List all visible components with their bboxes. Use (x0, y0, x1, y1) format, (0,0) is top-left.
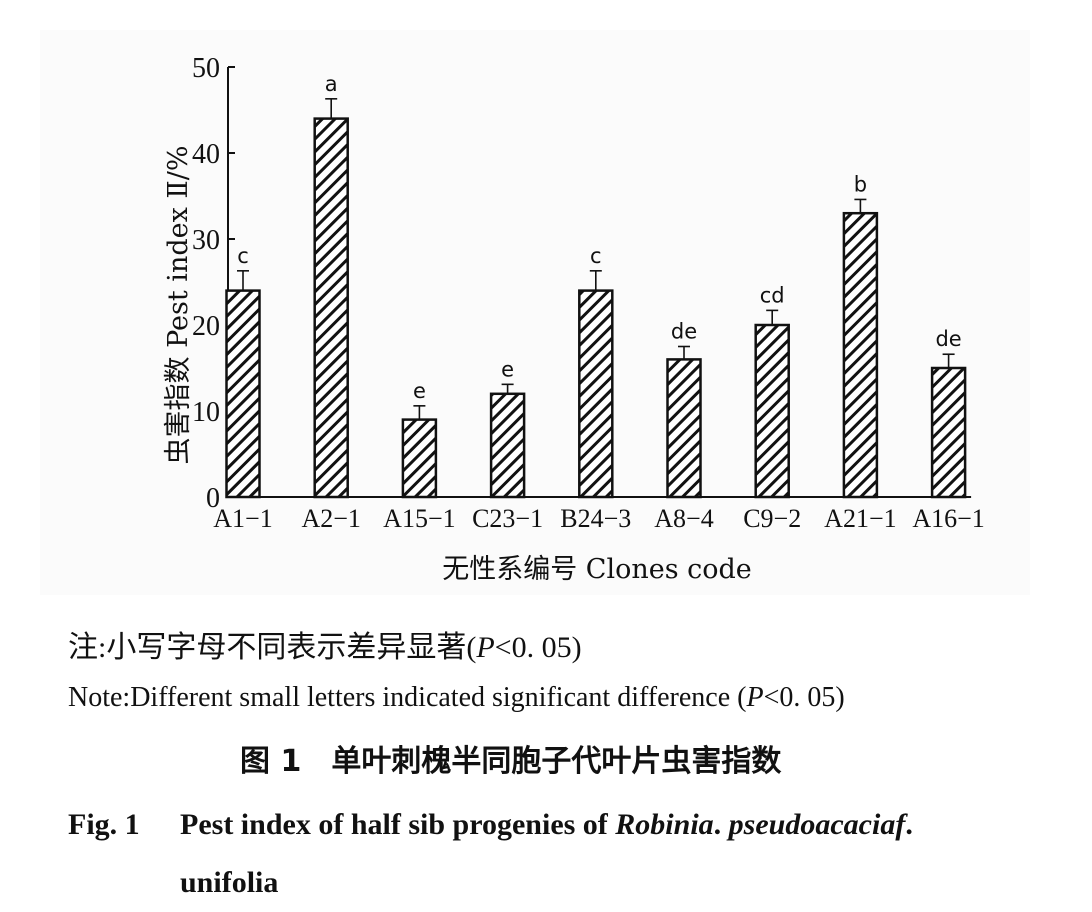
x-tick-label: A21−1 (824, 504, 896, 533)
x-tick-label: A16−1 (912, 504, 984, 533)
y-tick-label: 50 (192, 53, 220, 84)
x-tick-label: C9−2 (743, 504, 801, 533)
figure-text-en: Pest index of half sib progenies of Robi… (180, 808, 913, 899)
x-tick-label: A1−1 (213, 504, 272, 533)
significance-letter: de (671, 320, 697, 344)
y-tick-label: 30 (192, 225, 220, 256)
figure-text-cn: 单叶刺槐半同胞子代叶片虫害指数 (331, 744, 782, 779)
y-tick-label: 10 (192, 397, 220, 428)
p-symbol: P (746, 682, 764, 713)
bar (578, 289, 614, 499)
significance-letter: cd (760, 283, 785, 307)
significance-letter: b (854, 172, 867, 196)
y-axis-label: 虫害指数 Pest index Ⅱ/% (163, 145, 194, 464)
bar (842, 211, 879, 499)
y-tick-label: 40 (192, 139, 220, 170)
significance-letter: e (501, 357, 514, 381)
bar (930, 366, 967, 499)
x-tick-label: A8−4 (654, 504, 713, 533)
p-value: <0. 05 (494, 631, 572, 664)
figure-title-chinese: 图 1 单叶刺槐半同胞子代叶片虫害指数 (240, 736, 781, 780)
note-cn-prefix: 注:小写字母不同表示差异显著( (68, 631, 477, 664)
significance-letter: c (590, 244, 602, 268)
bar (313, 117, 349, 499)
close-paren: ) (571, 631, 582, 664)
x-tick-label: B24−3 (560, 504, 631, 533)
significance-letter: c (237, 244, 249, 268)
significance-letter: de (935, 327, 961, 351)
bar-chart: 0 10 20 30 40 50 A1−1 A2−1 A15−1 C23−1 B24−3 A8−4 C… (163, 53, 985, 585)
close-paren: ) (835, 682, 845, 713)
bar (754, 323, 790, 499)
note-chinese: 注:小写字母不同表示差异显著(P<0. 05) (68, 622, 582, 666)
significance-letter: a (325, 72, 338, 96)
x-tick-label: C23−1 (472, 504, 543, 533)
bar (225, 289, 261, 499)
figure-title-english: Fig. 1 Pest index of half sib progenies o… (68, 796, 1028, 912)
y-axis: 0 10 20 30 40 50 (192, 53, 235, 514)
p-value: <0. 05 (763, 682, 836, 713)
y-tick-label: 0 (206, 483, 220, 514)
significance-letter: e (413, 379, 426, 403)
note-english: Note:Different small letters indicated s… (68, 682, 845, 714)
p-symbol: P (476, 631, 495, 664)
x-axis-label: 无性系编号 Clones code (442, 554, 752, 585)
x-tick-label: A15−1 (383, 504, 455, 533)
bar (401, 418, 438, 499)
y-tick-label: 20 (192, 311, 220, 342)
figure-label-cn: 图 1 (240, 744, 302, 779)
figure-label-en: Fig. 1 (68, 808, 140, 841)
bar (489, 392, 526, 499)
x-tick-label: A2−1 (301, 504, 360, 533)
bar (666, 358, 702, 499)
x-axis: A1−1 A2−1 A15−1 C23−1 B24−3 A8−4 C9−2 A21−1 A16−… (213, 496, 985, 533)
figure-panel: 0 10 20 30 40 50 A1−1 A2−1 A15−1 C23−1 B24−3 A8−4 C… (40, 30, 1030, 595)
note-en-prefix: Note:Different small letters indicated s… (68, 682, 747, 713)
bars: c a e e c de cd b de (225, 72, 967, 499)
